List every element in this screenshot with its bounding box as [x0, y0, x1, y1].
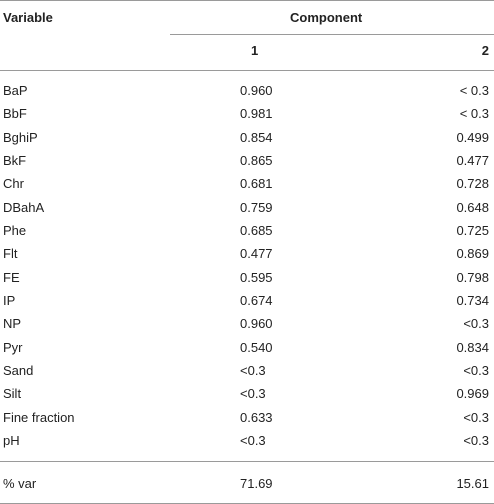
rule [0, 461, 494, 462]
variable-name: Pyr [3, 339, 23, 355]
loading-value: 0.798 [456, 269, 489, 285]
variable-name: BaP [3, 83, 28, 98]
loading-value: 0.499 [456, 129, 489, 145]
loading-value: <0.3 [463, 409, 489, 425]
rule [170, 34, 494, 35]
rule [0, 0, 494, 1]
variable-name: Silt [3, 386, 22, 402]
loading-value: <0.3 [240, 362, 266, 378]
variable-name: BkF [3, 152, 27, 168]
loading-value: < 0.3 [459, 83, 489, 98]
loading-value: 0.759 [240, 199, 273, 215]
loading-value: < 0.3 [459, 106, 489, 122]
loading-value: 0.865 [240, 152, 273, 168]
footer-value: 71.69 [240, 476, 273, 491]
loading-value: 0.595 [240, 269, 273, 285]
loading-value: 0.969 [456, 386, 489, 402]
loading-value: 0.834 [456, 339, 489, 355]
variable-name: BghiP [3, 129, 38, 145]
footer-value: 15.61 [456, 476, 489, 491]
loading-value: <0.3 [463, 316, 489, 332]
loading-value: 0.681 [240, 176, 273, 192]
loading-value: <0.3 [240, 432, 266, 448]
loading-value: <0.3 [240, 386, 266, 402]
loading-value: 0.960 [240, 316, 273, 332]
loading-value: 0.960 [240, 83, 273, 98]
loading-value: <0.3 [463, 432, 489, 448]
rule [0, 70, 494, 71]
variable-name: Chr [3, 176, 24, 192]
variable-name: IP [3, 292, 16, 308]
column-header: 1 [251, 43, 259, 58]
loading-value: 0.477 [456, 152, 489, 168]
loading-value: 0.674 [240, 292, 273, 308]
loading-value: 0.734 [456, 292, 489, 308]
loading-value: 0.648 [456, 199, 489, 215]
loading-value: 0.869 [456, 246, 489, 262]
column-header: 2 [481, 43, 489, 58]
loading-value: 0.477 [240, 246, 273, 262]
loading-value: 0.725 [456, 222, 489, 238]
variable-name: DBahA [3, 199, 45, 215]
loading-value: 0.854 [240, 129, 273, 145]
variable-name: Flt [3, 246, 18, 262]
variable-name: FE [3, 269, 20, 285]
loading-value: 0.728 [456, 176, 489, 192]
variable-name: NP [3, 316, 22, 332]
variable-name: BbF [3, 106, 27, 122]
header-component: Component [290, 10, 363, 25]
header-variable: Variable [3, 10, 53, 25]
variable-name: Sand [3, 362, 34, 378]
loading-value: 0.981 [240, 106, 273, 122]
loading-value: 0.685 [240, 222, 273, 238]
footer-label: % var [3, 476, 37, 491]
variable-name: Phe [3, 222, 27, 238]
variable-name: Fine fraction [3, 409, 75, 425]
loading-value: <0.3 [463, 362, 489, 378]
loading-value: 0.633 [240, 409, 273, 425]
variable-name: pH [3, 432, 20, 448]
loading-value: 0.540 [240, 339, 273, 355]
